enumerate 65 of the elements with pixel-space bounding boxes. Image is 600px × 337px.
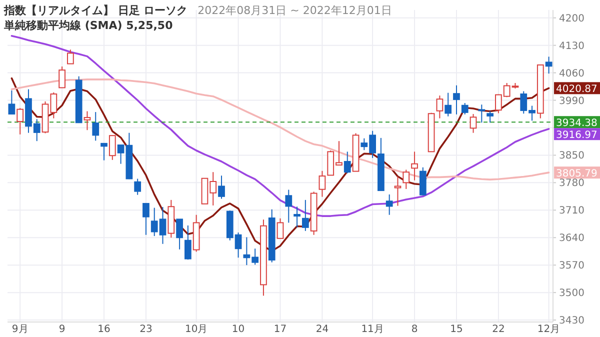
y-tick-label: 4130 xyxy=(559,40,584,52)
ref-line-label: 3934.38 xyxy=(556,118,598,130)
x-tick-label: 22 xyxy=(492,324,505,335)
candlestick xyxy=(176,218,183,250)
x-tick-label: 11月 xyxy=(361,324,384,335)
y-tick-label: 3990 xyxy=(559,96,584,107)
candlestick xyxy=(117,144,124,164)
candlestick xyxy=(394,176,402,206)
candlestick xyxy=(294,206,300,228)
y-tick-label: 3710 xyxy=(559,206,584,217)
candlestick xyxy=(419,166,426,196)
y-tick-label: 3780 xyxy=(559,178,584,190)
candlestick xyxy=(436,95,444,119)
candlestick xyxy=(318,170,326,198)
text: 単純移動平均線 (SMA) 5,25,50 xyxy=(3,19,174,32)
y-tick-label: 3850 xyxy=(559,150,584,162)
line-series xyxy=(10,35,550,217)
y-tick-label: 3430 xyxy=(559,316,584,327)
candlestick xyxy=(67,49,74,64)
candlestick xyxy=(478,104,486,124)
candlestick xyxy=(84,110,91,131)
x-tick-label: 8 xyxy=(411,324,418,335)
data-label: 3916.97 xyxy=(556,130,598,142)
candlestick xyxy=(344,151,351,174)
candlestick xyxy=(100,142,108,161)
candlestick xyxy=(8,90,16,115)
candlestick xyxy=(486,110,494,124)
candlestick xyxy=(453,84,460,115)
candlestick xyxy=(58,66,66,88)
x-tick-label: 15 xyxy=(450,324,463,335)
y-tick-label: 3500 xyxy=(559,288,584,300)
x-tick-label: 9月 xyxy=(12,324,28,335)
x-tick-label: 17 xyxy=(274,324,287,335)
y-tick-label: 4060 xyxy=(559,68,584,80)
y-tick-label: 3570 xyxy=(559,260,584,272)
chart-title: 指数【リアルタイム】 日足 ローソク xyxy=(3,4,188,17)
candlestick xyxy=(184,224,192,260)
candlestick xyxy=(16,108,24,135)
candlestick xyxy=(470,114,477,134)
candlestick xyxy=(402,169,410,190)
x-tick-label: 24 xyxy=(316,324,329,335)
candlestick xyxy=(411,151,418,181)
candlestick xyxy=(444,92,452,117)
data-label: 4020.87 xyxy=(556,84,598,96)
candlestick xyxy=(218,175,225,200)
y-tick-label: 3640 xyxy=(559,233,584,244)
x-tick-label: 9 xyxy=(58,324,66,335)
x-tick-label: 23 xyxy=(140,324,152,335)
x-tick-label: 10 xyxy=(232,324,245,335)
candlestick xyxy=(302,199,309,232)
candlestick xyxy=(276,218,284,239)
x-tick-label: 10月 xyxy=(184,324,208,335)
candlestick xyxy=(134,178,142,196)
candlestick xyxy=(461,102,468,115)
candlestick xyxy=(386,194,393,216)
y-tick-label: 4200 xyxy=(559,13,584,24)
line-series xyxy=(10,77,550,252)
candlestick xyxy=(92,112,100,142)
annotation: 2022年08月31日 ~ 2022年12月01日 xyxy=(198,4,392,17)
candlestick xyxy=(142,202,150,236)
candlestick xyxy=(108,135,116,160)
x-tick-label: 16 xyxy=(98,324,110,335)
x-tick-label: 12月 xyxy=(537,324,560,335)
data-label: 3805.79 xyxy=(556,168,598,180)
candlestick xyxy=(285,189,292,224)
